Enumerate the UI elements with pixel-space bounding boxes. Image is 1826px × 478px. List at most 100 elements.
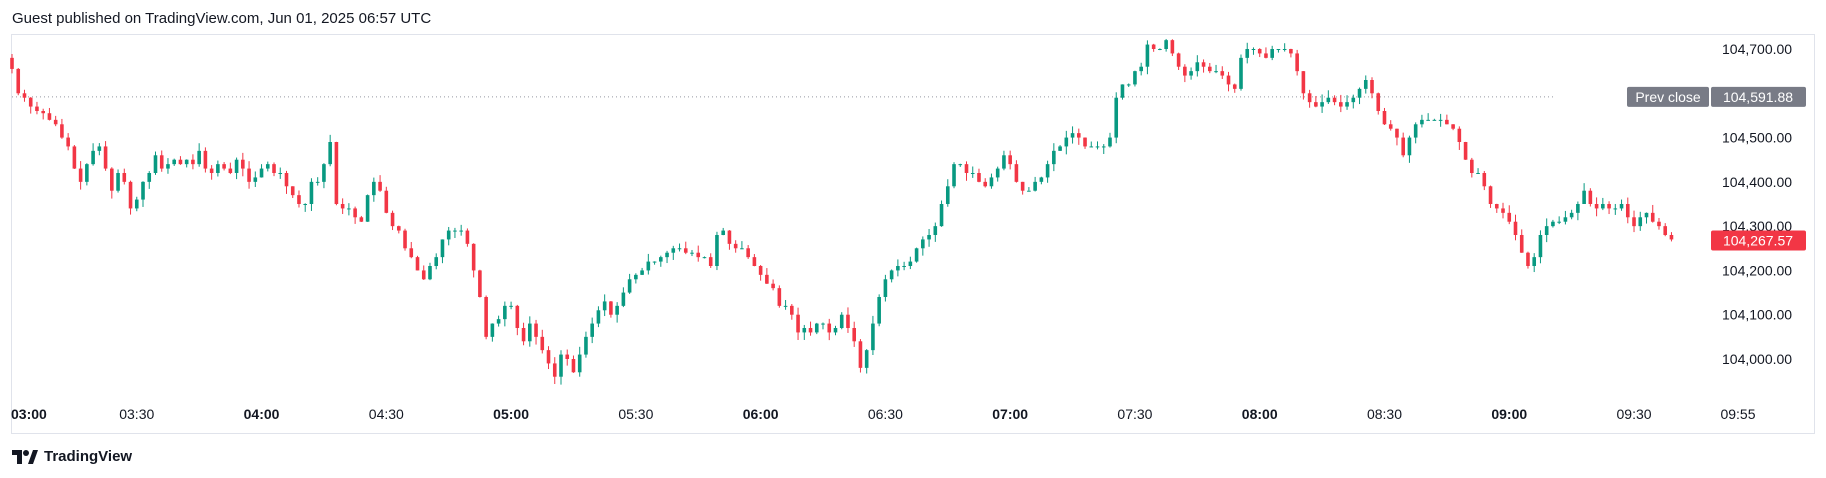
candle-body	[1139, 66, 1143, 72]
candle	[434, 253, 439, 270]
candle	[1008, 150, 1012, 170]
candle	[1351, 94, 1356, 109]
candle	[309, 178, 314, 211]
candle	[615, 302, 619, 323]
candle-body	[1588, 190, 1593, 204]
candle-body	[733, 243, 738, 249]
candle-body	[1320, 102, 1324, 107]
candle	[621, 287, 626, 308]
candle	[60, 118, 64, 139]
candle-body	[908, 261, 913, 266]
candle	[945, 179, 950, 207]
candle	[110, 167, 114, 199]
candle-body	[852, 328, 857, 342]
candle-body	[571, 359, 576, 373]
x-tick-label: 05:30	[618, 406, 653, 422]
candle	[1526, 251, 1530, 269]
candle-body	[1544, 226, 1549, 235]
candle	[1669, 232, 1674, 242]
candle-body	[1145, 44, 1150, 67]
candle	[1426, 113, 1430, 121]
candle-body	[1669, 235, 1674, 240]
candle-body	[1582, 190, 1586, 204]
candle-body	[933, 226, 938, 235]
candle-body	[1164, 40, 1168, 49]
candle-body	[1214, 71, 1218, 73]
candle-body	[1245, 49, 1250, 58]
candle-body	[590, 323, 594, 337]
footer: TradingView	[12, 448, 132, 465]
candle	[1076, 128, 1081, 145]
candle	[153, 151, 158, 175]
candle-body	[652, 261, 657, 263]
candle-body	[1407, 137, 1412, 156]
candle	[1538, 230, 1543, 264]
candle	[727, 230, 732, 250]
candle	[278, 167, 283, 179]
candle	[247, 161, 251, 189]
candle-body	[1126, 84, 1131, 86]
candle-body	[503, 305, 507, 320]
candle-body	[546, 350, 551, 364]
candle	[702, 256, 707, 259]
candle-body	[1395, 128, 1399, 138]
candle	[921, 236, 925, 256]
candle	[565, 349, 570, 366]
candle	[546, 346, 551, 370]
candle-body	[1064, 137, 1069, 147]
candle	[1307, 89, 1312, 108]
candle-body	[85, 164, 89, 182]
candle-body	[10, 57, 14, 69]
candle-body	[977, 173, 981, 182]
candle	[303, 203, 308, 212]
candle-body	[1401, 137, 1405, 156]
candle-body	[496, 319, 501, 324]
candle	[1095, 141, 1100, 150]
candle	[159, 150, 164, 172]
candle-body	[846, 314, 850, 328]
candle	[1644, 212, 1649, 224]
candle	[783, 300, 788, 310]
candle-body	[1264, 53, 1268, 58]
candle-body	[721, 230, 725, 235]
candle-body	[1482, 173, 1487, 187]
candle-body	[883, 279, 888, 297]
candle-body	[995, 168, 1000, 178]
candle	[896, 259, 900, 277]
candle-body	[22, 93, 27, 98]
candle	[365, 194, 370, 222]
candle	[1582, 183, 1586, 205]
candle	[484, 295, 488, 340]
candle-body	[1619, 204, 1624, 209]
candle	[396, 225, 401, 234]
candle	[1438, 113, 1443, 127]
candle-body	[1488, 186, 1493, 204]
candle-body	[671, 248, 676, 253]
candle-body	[247, 168, 251, 182]
candle-body	[1513, 221, 1518, 235]
candle	[1195, 55, 1200, 77]
x-tick-label: 09:30	[1617, 406, 1652, 422]
candle	[1070, 126, 1075, 144]
candle-body	[921, 239, 925, 249]
x-tick-label: 07:30	[1117, 406, 1152, 422]
candle	[28, 97, 33, 114]
candle	[1176, 52, 1181, 71]
candle-body	[821, 323, 825, 325]
candle	[421, 265, 426, 280]
candle	[927, 228, 931, 247]
y-tick-label: 104,000.00	[1722, 351, 1792, 367]
candle	[1239, 54, 1243, 91]
candle	[16, 68, 21, 96]
candle	[671, 245, 676, 260]
candle-body	[1413, 124, 1418, 138]
last-price-badge: 104,267.57	[1711, 230, 1806, 251]
candle	[1339, 94, 1343, 113]
candle-body	[103, 146, 108, 169]
candle-body	[241, 159, 245, 169]
candle-body	[683, 248, 688, 253]
candle-body	[16, 68, 21, 94]
candle	[846, 307, 850, 333]
candle-body	[609, 301, 613, 315]
